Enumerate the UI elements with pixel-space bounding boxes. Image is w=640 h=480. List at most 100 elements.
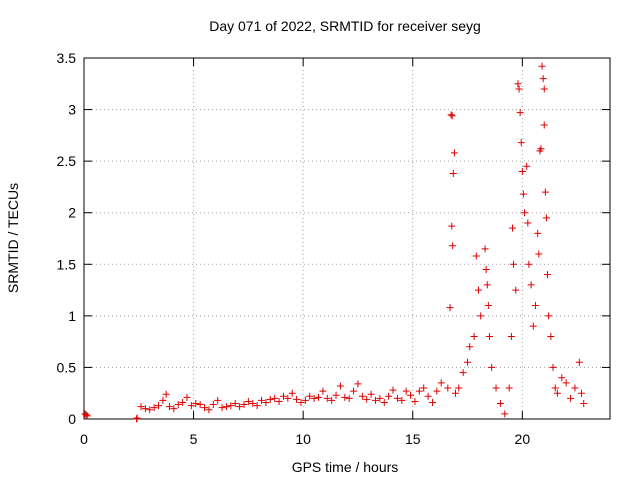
data-point	[83, 412, 91, 420]
y-tick-label: 3	[68, 102, 76, 118]
grid	[84, 58, 610, 419]
data-point	[488, 363, 496, 371]
data-point	[433, 387, 441, 395]
data-point	[310, 394, 318, 402]
data-point	[82, 411, 90, 419]
data-point	[398, 396, 406, 404]
data-point	[306, 392, 314, 400]
data-point	[544, 271, 552, 279]
data-point	[319, 387, 327, 395]
data-point	[380, 398, 388, 406]
y-tick-label: 2.5	[57, 153, 77, 169]
y-tick-label: 0.5	[57, 359, 77, 375]
data-point	[174, 401, 182, 409]
data-point	[482, 265, 490, 273]
data-point	[553, 389, 561, 397]
data-point	[315, 393, 323, 401]
data-point	[222, 403, 230, 411]
y-tick-label: 1	[68, 308, 76, 324]
data-point	[540, 121, 548, 129]
data-point	[402, 387, 410, 395]
data-point	[146, 406, 154, 414]
data-point	[466, 343, 474, 351]
ticks: 0 0.5 1 1.5 2 2.5 3 3.5 0 5 10 15 20	[57, 50, 610, 447]
data-point	[464, 358, 472, 366]
data-point	[449, 170, 457, 178]
data-point	[350, 387, 358, 395]
data-point	[183, 393, 191, 401]
data-point	[541, 188, 549, 196]
data-point	[159, 396, 167, 404]
data-point	[507, 332, 515, 340]
data-point	[407, 391, 415, 399]
data-point	[249, 400, 257, 408]
data-point	[529, 322, 537, 330]
data-point	[170, 405, 178, 413]
data-point	[411, 397, 419, 405]
x-tick-label: 5	[190, 431, 198, 447]
data-point	[534, 229, 542, 237]
data-point	[236, 403, 244, 411]
data-point	[253, 402, 261, 410]
data-point	[472, 252, 480, 260]
data-point	[448, 222, 456, 230]
data-point	[358, 392, 366, 400]
data-point	[477, 312, 485, 320]
data-point	[214, 396, 222, 404]
x-tick-label: 0	[80, 431, 88, 447]
data-point	[328, 396, 336, 404]
x-tick-label: 15	[405, 431, 421, 447]
data-point	[567, 394, 575, 402]
data-point	[179, 398, 187, 406]
data-point	[332, 391, 340, 399]
data-point	[551, 384, 559, 392]
data-point	[336, 382, 344, 390]
data-point	[455, 384, 463, 392]
data-point	[141, 405, 149, 413]
data-point	[516, 109, 524, 117]
x-tick-label: 20	[515, 431, 531, 447]
data-point	[205, 406, 213, 414]
data-point	[492, 384, 500, 392]
data-point	[196, 401, 204, 409]
data-point	[354, 380, 362, 388]
y-tick-label: 0	[68, 411, 76, 427]
y-tick-label: 2	[68, 205, 76, 221]
data-point	[297, 398, 305, 406]
data-point	[531, 302, 539, 310]
data-point	[240, 401, 248, 409]
data-point	[137, 403, 145, 411]
data-point	[475, 286, 482, 294]
data-point	[470, 332, 478, 340]
data-point	[575, 358, 583, 366]
plot-frame	[83, 57, 611, 420]
data-point	[448, 112, 456, 120]
y-tick-label: 3.5	[57, 50, 77, 66]
data-point	[288, 389, 296, 397]
data-point	[367, 390, 375, 398]
data-point	[512, 286, 520, 294]
data-point	[415, 387, 423, 395]
data-point	[323, 394, 331, 402]
data-point	[508, 224, 516, 232]
data-point	[542, 214, 550, 222]
data-point	[218, 404, 226, 412]
data-point	[510, 260, 518, 268]
data-point	[258, 396, 266, 404]
data-point	[376, 394, 384, 402]
data-point	[150, 404, 158, 412]
data-point	[262, 398, 270, 406]
data-point	[517, 139, 525, 147]
data-point	[209, 401, 217, 409]
data-point	[514, 80, 522, 88]
data-point	[165, 403, 173, 411]
data-point	[266, 395, 274, 403]
data-point	[523, 162, 531, 170]
data-point	[519, 190, 527, 198]
data-point	[505, 384, 513, 392]
data-point	[518, 167, 526, 175]
data-point	[451, 389, 459, 397]
data-point	[485, 332, 493, 340]
data-point	[558, 374, 566, 382]
